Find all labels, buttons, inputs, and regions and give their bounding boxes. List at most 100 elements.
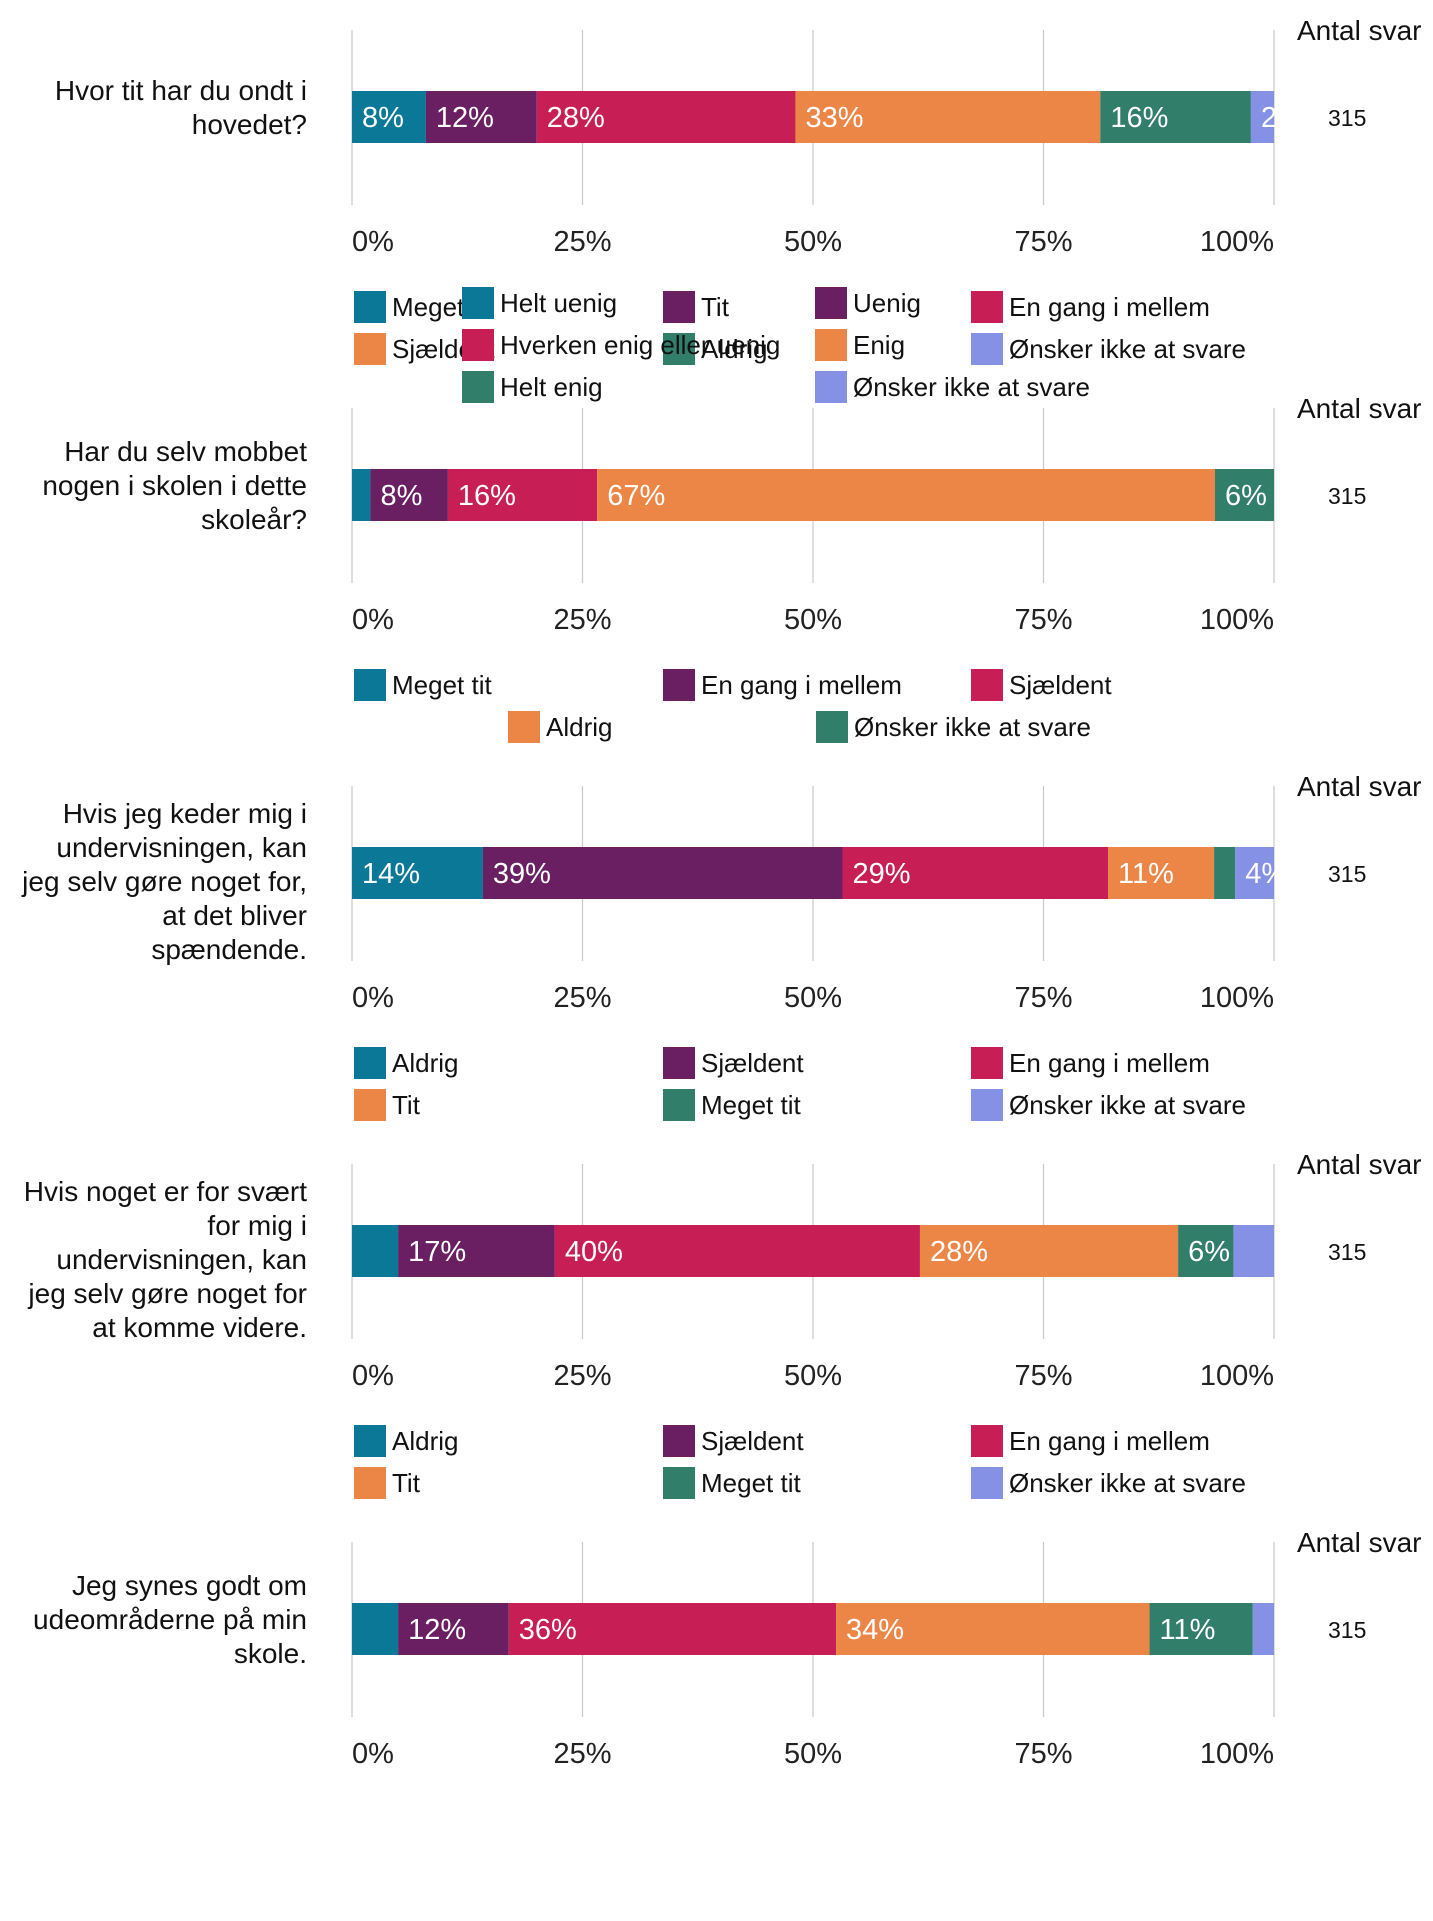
legend-label: Tit [392,1090,421,1120]
bar-value-label: 12% [408,1614,466,1646]
bar-value-label: 28% [547,102,605,134]
bar-segment [1252,1603,1274,1655]
bar-segment [398,1225,555,1277]
question-line: Har du selv mobbet [64,436,307,467]
bar-segment [398,1603,509,1655]
bar-segment [1235,847,1274,899]
legend-label: Aldrig [546,712,612,742]
legend-label: Aldrig [392,1048,458,1078]
x-tick-label: 75% [1014,226,1072,258]
bar-value-label: 4% [1245,858,1287,890]
bar-value-label: 6% [1225,480,1267,512]
x-tick-label: 100% [1200,1738,1274,1770]
legend-label: Meget tit [392,670,492,700]
x-tick-label: 25% [553,604,611,636]
legend-label: Ønsker ikke at svare [853,372,1090,402]
question-line: Jeg synes godt om [72,1570,307,1601]
legend-swatch [816,711,848,743]
legend-label: Ønsker ikke at svare [854,712,1091,742]
legend-label: Ønsker ikke at svare [1009,1468,1246,1498]
legend-label: Tit [701,292,730,322]
legend-swatch [971,1425,1003,1457]
question-line: Hvor tit har du ondt i [55,75,307,106]
bar-segment [352,1225,399,1277]
chart-panel-1: 8% 12% 28% 33% 16% 2% 0% 25% 50% 75% 100% Hvor tit … [55,15,1422,365]
legend-swatch [354,291,386,323]
legend-label: Ønsker ikke at svare [1009,334,1246,364]
bar-segment [1250,91,1274,143]
x-tick-label: 100% [1200,1360,1274,1392]
bar-value-label: 33% [805,102,863,134]
bar-value-label: 16% [458,480,516,512]
bar-value-label: 6% [1188,1236,1230,1268]
legend-swatch [354,669,386,701]
legend-label: Meget tit [701,1468,801,1498]
legend-label: Sjældent [1009,670,1112,700]
x-tick-label: 50% [784,604,842,636]
question-line: Hvis noget er for svært [24,1176,307,1207]
bar-segment [352,91,426,143]
legend-label: Uenig [853,288,921,318]
bar-value-label: 11% [1160,1614,1216,1646]
x-tick-label: 25% [553,982,611,1014]
legend-swatch [354,1089,386,1121]
question-line: undervisningen, kan [56,1244,307,1275]
x-tick-label: 0% [352,982,394,1014]
legend-swatch [663,1425,695,1457]
bar-segment [1214,469,1274,521]
question-line: jeg selv gøre noget for [27,1278,307,1309]
bar-segment [1178,1225,1234,1277]
bar-segment [842,847,1109,899]
bar-segment [919,1225,1179,1277]
bar-segment [795,91,1101,143]
count-header: Antal svar [1297,771,1422,802]
legend-swatch [663,291,695,323]
legend-swatch [354,1425,386,1457]
bar-segment [447,469,598,521]
bar-segment [352,847,483,899]
legend-swatch [971,1047,1003,1079]
x-tick-label: 75% [1014,1360,1072,1392]
question-line: skole. [234,1638,307,1669]
bar-value-label: 40% [565,1236,623,1268]
x-tick-label: 75% [1014,1738,1072,1770]
legend-label: En gang i mellem [1009,292,1210,322]
question-line: hovedet? [192,109,307,140]
bar-value-label: 29% [853,858,911,890]
legend-swatch [462,287,494,319]
x-tick-label: 75% [1014,982,1072,1014]
legend-swatch [354,333,386,365]
question-line: nogen i skolen i dette [42,470,307,501]
x-tick-label: 50% [784,1360,842,1392]
x-tick-label: 100% [1200,226,1274,258]
bar-segment [425,91,537,143]
x-tick-label: 25% [553,226,611,258]
question-line: at det bliver [162,900,307,931]
legend-label: Tit [392,1468,421,1498]
chart-panel-2: 8% 16% 67% 6% 0% 25% 50% 75% 100% Har du selv mob… [42,393,1422,743]
bar-segment [370,469,448,521]
legend-swatch [663,669,695,701]
x-tick-label: 25% [553,1738,611,1770]
legend-swatch [663,1089,695,1121]
legend-label: Ønsker ikke at svare [1009,1090,1246,1120]
legend-swatch [354,1467,386,1499]
bar-segment [352,1603,399,1655]
legend-label: Sjældent [701,1426,804,1456]
bar-segment [1233,1225,1274,1277]
x-tick-label: 50% [784,982,842,1014]
bar-segment [482,847,843,899]
x-tick-label: 0% [352,604,394,636]
legend-swatch [508,711,540,743]
x-tick-label: 0% [352,226,394,258]
bar-segment [1100,91,1251,143]
legend-label: Helt enig [500,372,603,402]
x-tick-label: 0% [352,1738,394,1770]
bar-segment [1108,847,1215,899]
count-value: 315 [1328,483,1366,509]
legend-swatch [971,1467,1003,1499]
x-tick-label: 100% [1200,604,1274,636]
bar-segment [597,469,1215,521]
bar-value-label: 16% [1110,102,1168,134]
